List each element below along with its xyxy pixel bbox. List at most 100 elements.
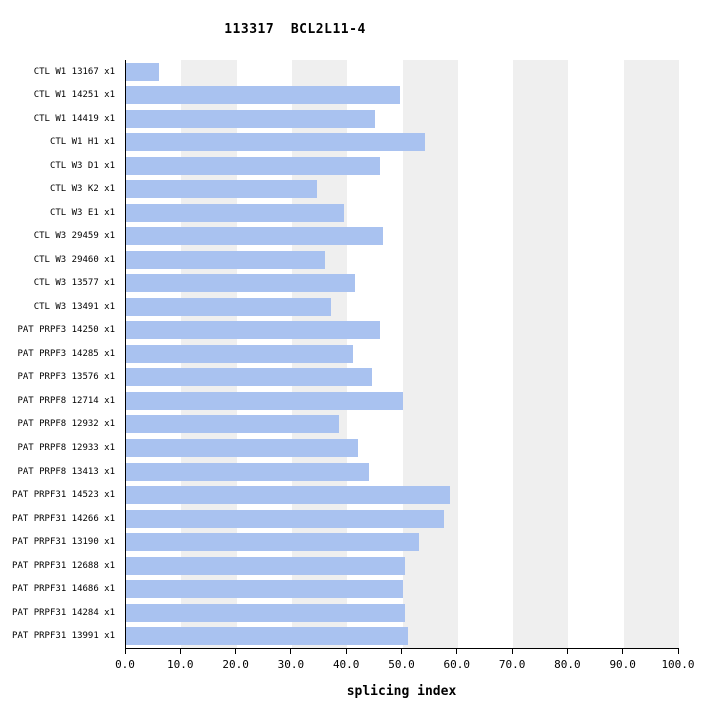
x-tick-label: 50.0 bbox=[388, 658, 415, 671]
bar bbox=[126, 227, 384, 246]
bar-row bbox=[126, 413, 679, 437]
bar bbox=[126, 321, 381, 340]
bar bbox=[126, 203, 345, 222]
bar-row bbox=[126, 272, 679, 296]
x-tick-label: 60.0 bbox=[443, 658, 471, 671]
bar bbox=[126, 415, 339, 434]
x-axis-label: splicing index bbox=[346, 684, 457, 699]
bar-row bbox=[126, 342, 679, 366]
category-label: CTL W3 K2 x1 bbox=[49, 184, 115, 195]
grid-band bbox=[623, 60, 679, 648]
bar bbox=[126, 627, 409, 646]
plot-area bbox=[125, 60, 679, 649]
category-label: CTL W3 29459 x1 bbox=[33, 231, 115, 242]
y-axis-labels: CTL W1 13167 x1 CTL W1 14251 x1 CTL W1 144… bbox=[0, 60, 115, 648]
bar bbox=[126, 486, 450, 505]
bar bbox=[126, 86, 400, 105]
x-tick-mark bbox=[124, 649, 126, 654]
bar-row bbox=[126, 154, 679, 178]
bar bbox=[126, 156, 381, 175]
category-label: PAT PRPF31 13190 x1 bbox=[12, 537, 115, 548]
category-label: CTL W3 13491 x1 bbox=[33, 301, 115, 312]
bar-row bbox=[126, 60, 679, 84]
bar bbox=[126, 556, 406, 575]
category-label: CTL W3 D1 x1 bbox=[49, 160, 115, 171]
x-axis: 0.0 10.0 20.0 30.0 40.0 50.0 60.0 70.0 80.0 90.0 1… bbox=[115, 649, 695, 679]
bar-row bbox=[126, 483, 679, 507]
bar bbox=[126, 580, 403, 599]
bar bbox=[126, 180, 317, 199]
category-label: CTL W1 14251 x1 bbox=[33, 90, 115, 101]
x-tick-label: 0.0 bbox=[115, 658, 135, 671]
bar bbox=[126, 603, 406, 622]
x-tick-label: 80.0 bbox=[554, 658, 581, 671]
x-tick-mark bbox=[401, 649, 402, 654]
bar-row bbox=[126, 319, 679, 343]
bar-row bbox=[126, 178, 679, 202]
category-label: PAT PRPF31 12688 x1 bbox=[12, 560, 115, 571]
category-label: CTL W3 E1 x1 bbox=[49, 207, 115, 218]
x-tick-mark bbox=[456, 649, 458, 654]
bar-row bbox=[126, 436, 679, 460]
bar-row bbox=[126, 554, 679, 578]
x-tick-label: 100.0 bbox=[661, 658, 695, 671]
category-label: CTL W1 H1 x1 bbox=[49, 137, 115, 148]
category-label: CTL W3 13577 x1 bbox=[33, 278, 115, 289]
bar bbox=[126, 274, 356, 293]
x-tick-mark bbox=[290, 649, 292, 654]
bar bbox=[126, 462, 370, 481]
x-tick-label: 10.0 bbox=[167, 658, 194, 671]
bar bbox=[126, 250, 326, 269]
bar-row bbox=[126, 601, 679, 625]
x-tick-mark bbox=[566, 649, 568, 654]
bar bbox=[126, 297, 331, 316]
category-label: PAT PRPF8 12933 x1 bbox=[17, 443, 115, 453]
category-label: CTL W3 29460 x1 bbox=[33, 254, 115, 265]
bar-row bbox=[126, 295, 679, 319]
x-tick-label: 20.0 bbox=[222, 658, 249, 671]
bar-row bbox=[126, 84, 679, 108]
bar bbox=[126, 368, 373, 387]
category-label: PAT PRPF3 13576 x1 bbox=[17, 372, 115, 383]
bar-row bbox=[126, 201, 679, 225]
bar-row bbox=[126, 624, 679, 648]
bar-row bbox=[126, 507, 679, 531]
bar bbox=[126, 509, 444, 528]
bar bbox=[126, 133, 425, 152]
bar-row bbox=[126, 460, 679, 484]
category-label: PAT PRPF31 13991 x1 bbox=[12, 631, 115, 642]
category-label: CTL W1 13167 x1 bbox=[33, 66, 115, 77]
x-tick-label: 70.0 bbox=[498, 658, 526, 671]
x-tick-mark bbox=[179, 649, 181, 654]
category-label: PAT PRPF31 14266 x1 bbox=[12, 513, 115, 524]
bar bbox=[126, 109, 375, 128]
category-label: PAT PRPF8 12932 x1 bbox=[17, 419, 115, 430]
bar-row bbox=[126, 131, 679, 155]
x-tick-label: 40.0 bbox=[332, 658, 360, 671]
bar-row bbox=[126, 389, 679, 413]
bar-row bbox=[126, 248, 679, 272]
category-label: CTL W1 14419 x1 bbox=[33, 113, 115, 124]
bar-row bbox=[126, 225, 679, 249]
category-label: PAT PRPF8 12714 x1 bbox=[17, 395, 115, 406]
x-tick-mark bbox=[345, 649, 347, 654]
bar-row bbox=[126, 366, 679, 390]
x-tick-label: 30.0 bbox=[277, 658, 305, 671]
grid-band bbox=[513, 60, 569, 648]
x-tick-mark bbox=[511, 649, 513, 654]
bar bbox=[126, 533, 420, 552]
category-label: PAT PRPF31 14686 x1 bbox=[12, 584, 115, 595]
bar bbox=[126, 391, 403, 410]
bar bbox=[126, 62, 160, 81]
bar-row bbox=[126, 530, 679, 554]
category-label: PAT PRPF31 14523 x1 bbox=[12, 490, 115, 501]
category-label: PAT PRPF8 13413 x1 bbox=[17, 466, 115, 477]
bar bbox=[126, 439, 359, 457]
x-tick-mark bbox=[235, 649, 237, 654]
bar-row bbox=[126, 577, 679, 601]
category-label: PAT PRPF3 14285 x1 bbox=[17, 348, 115, 359]
bar-row bbox=[126, 107, 679, 131]
x-tick-mark bbox=[622, 649, 624, 654]
x-tick-label: 90.0 bbox=[609, 658, 636, 671]
